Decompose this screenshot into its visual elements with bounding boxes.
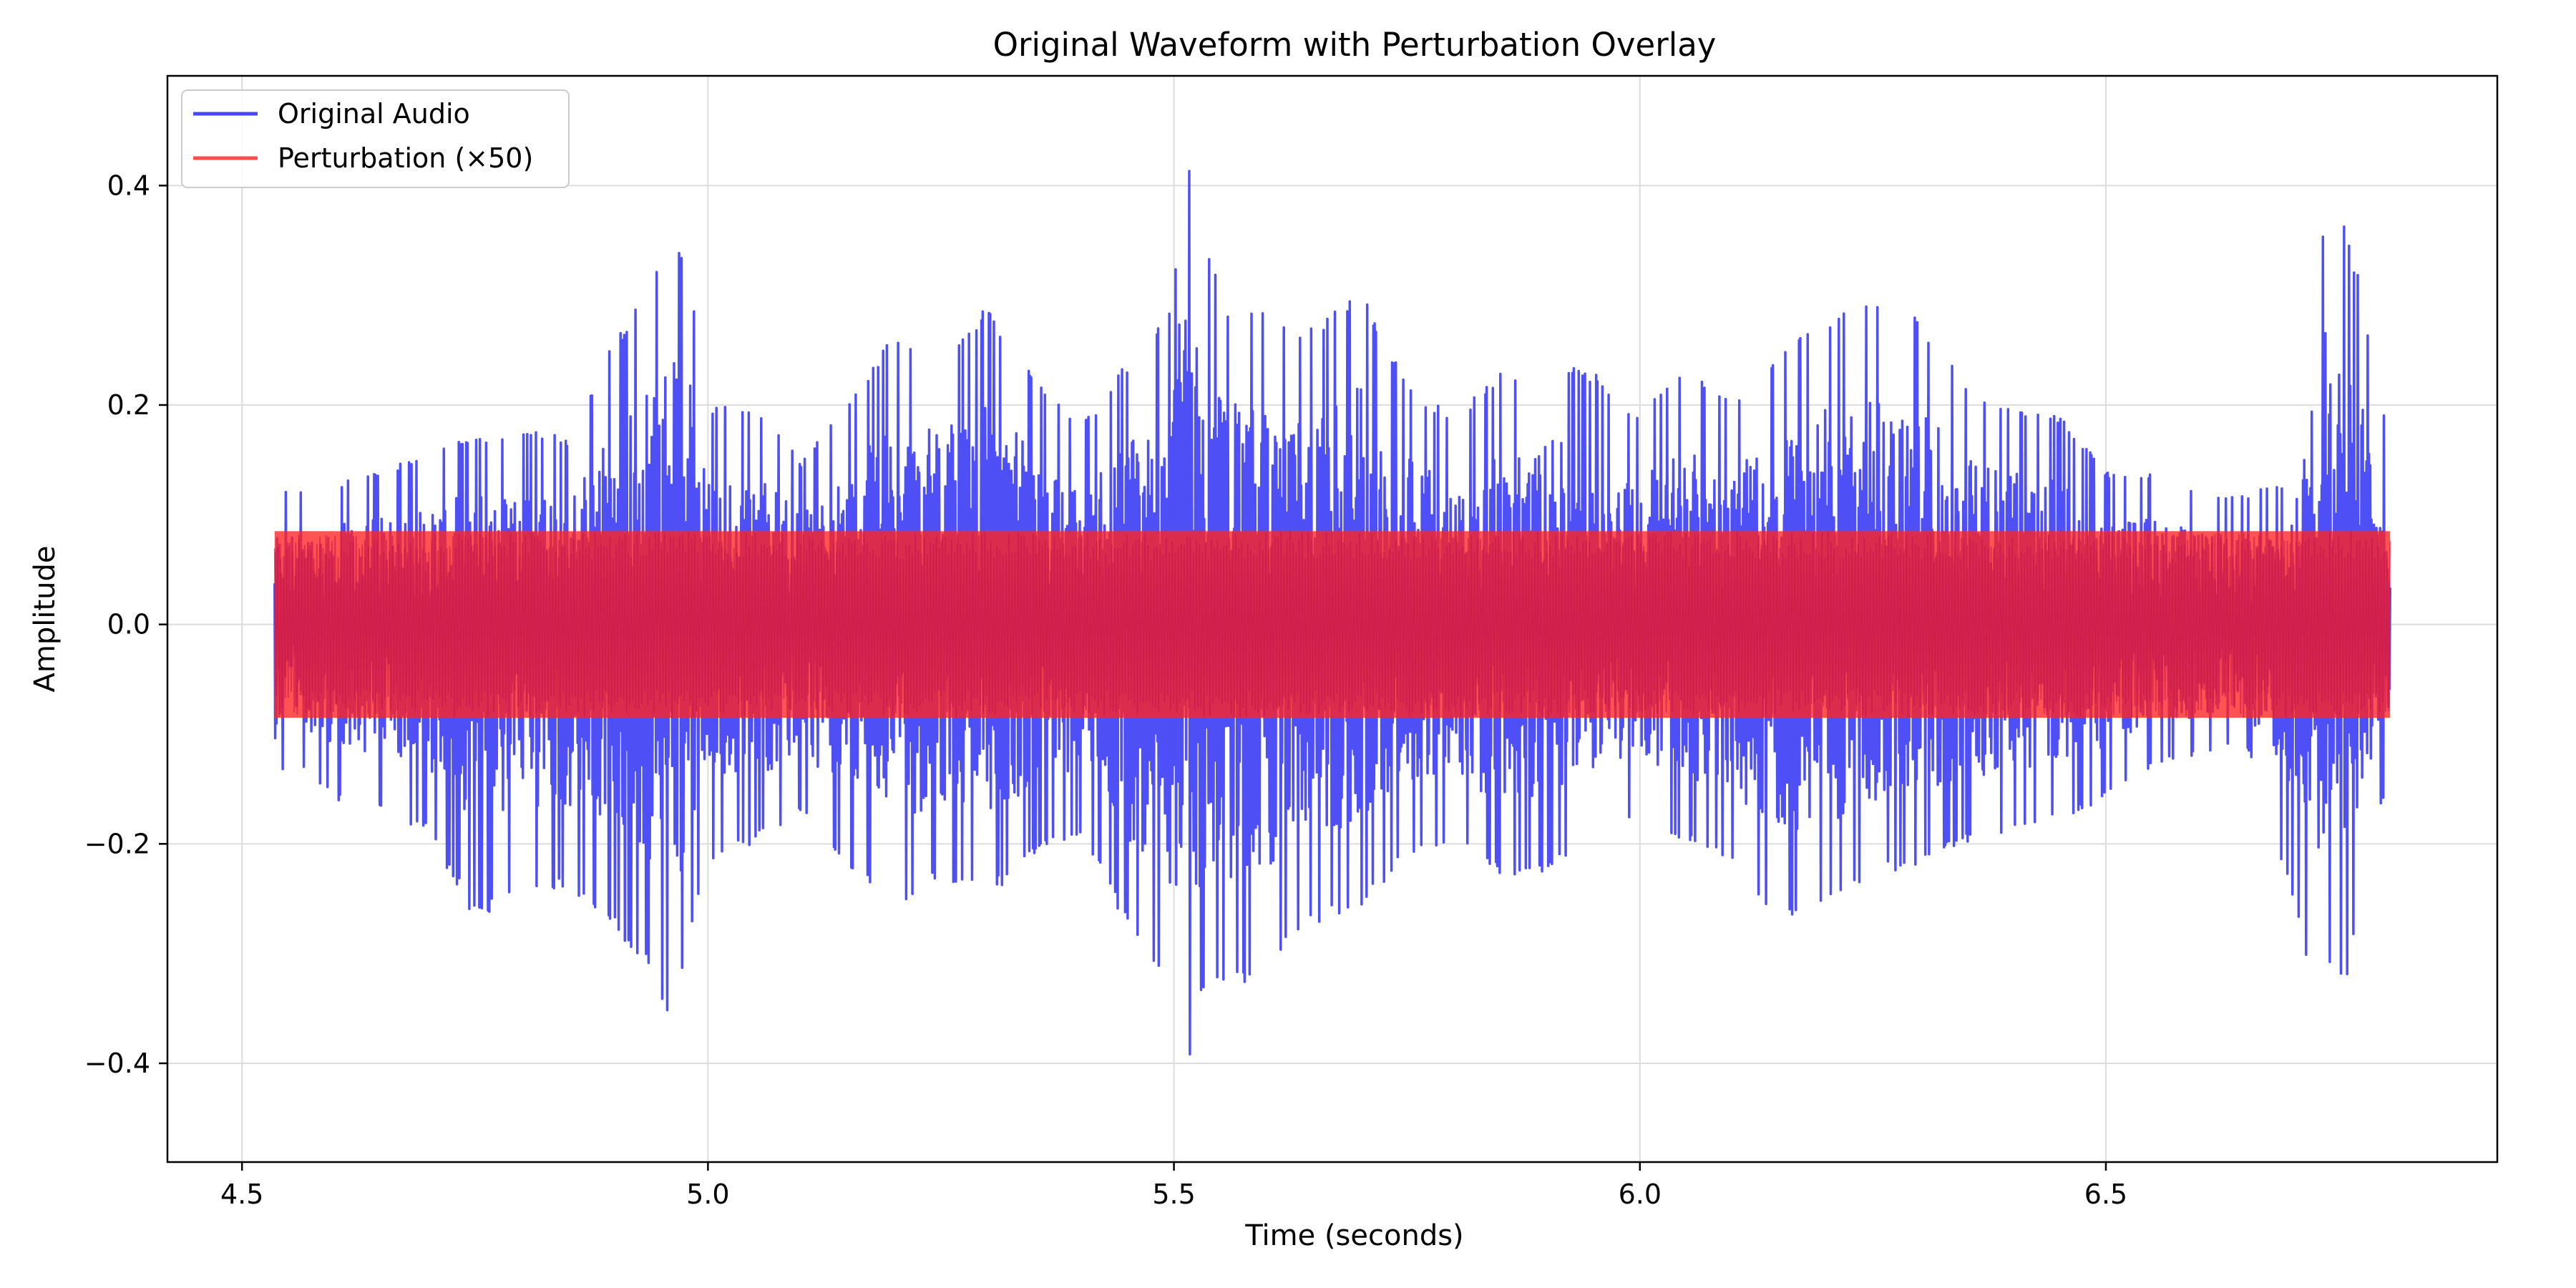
- legend-box: [181, 89, 570, 188]
- x-tick-label: 5.5: [1152, 1179, 1195, 1210]
- legend: Original Audio Perturbation (×50): [181, 89, 570, 188]
- y-tick-label: −0.4: [84, 1048, 150, 1079]
- x-tick-label: 4.5: [220, 1179, 263, 1210]
- y-axis: 0.4 0.2 0.0 −0.2 −0.4: [84, 170, 167, 1079]
- y-tick-label: 0.2: [107, 389, 150, 421]
- y-tick-label: −0.2: [84, 828, 150, 859]
- y-tick-label: 0.0: [107, 609, 150, 640]
- plot-frame: [166, 74, 2499, 1163]
- legend-label-original-audio: Original Audio: [278, 98, 470, 130]
- x-tick-label: 5.0: [686, 1179, 729, 1210]
- y-axis-label: Amplitude: [29, 546, 62, 693]
- legend-label-perturbation: Perturbation (×50): [278, 142, 533, 174]
- x-tick-label: 6.5: [2084, 1179, 2127, 1210]
- y-tick-label: 0.4: [107, 170, 150, 201]
- x-axis-label: Time (seconds): [1244, 1219, 1463, 1252]
- x-axis: 4.5 5.0 5.5 6.0 6.5: [220, 1162, 2127, 1210]
- series-overlap: [274, 531, 2391, 718]
- x-tick-label: 6.0: [1619, 1179, 1662, 1210]
- chart-title: Original Waveform with Perturbation Over…: [993, 26, 1717, 64]
- series-layer: [273, 170, 2391, 1056]
